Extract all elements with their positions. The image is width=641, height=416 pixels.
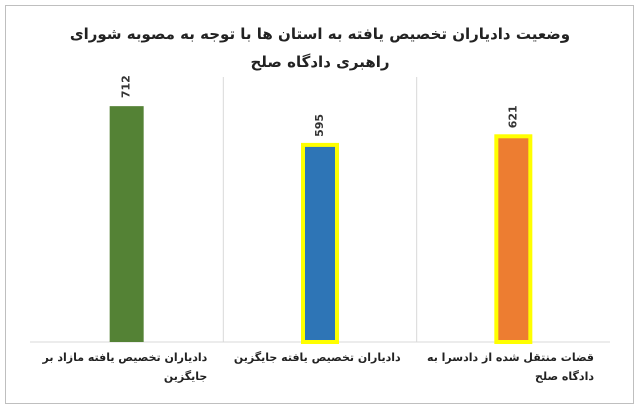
x-tick-label: دادیاران تخصیص یافته جایگزین — [233, 351, 401, 364]
x-tick-label: قضات منتقل شده از دادسرا به دادگاه صلح — [427, 351, 594, 383]
value-label: 595 — [313, 114, 326, 137]
chart-frame — [5, 5, 634, 404]
value-label: 712 — [120, 75, 133, 98]
bar — [494, 134, 533, 344]
x-tick-label: دادیاران تخصیص یافته مازاد بر جایگزین — [42, 351, 208, 383]
value-label: 621 — [506, 105, 519, 128]
bar — [301, 142, 339, 344]
bar — [109, 106, 144, 343]
chart-title: وضعیت دادیاران تخصیص یافته به استان ها ب… — [69, 25, 571, 71]
